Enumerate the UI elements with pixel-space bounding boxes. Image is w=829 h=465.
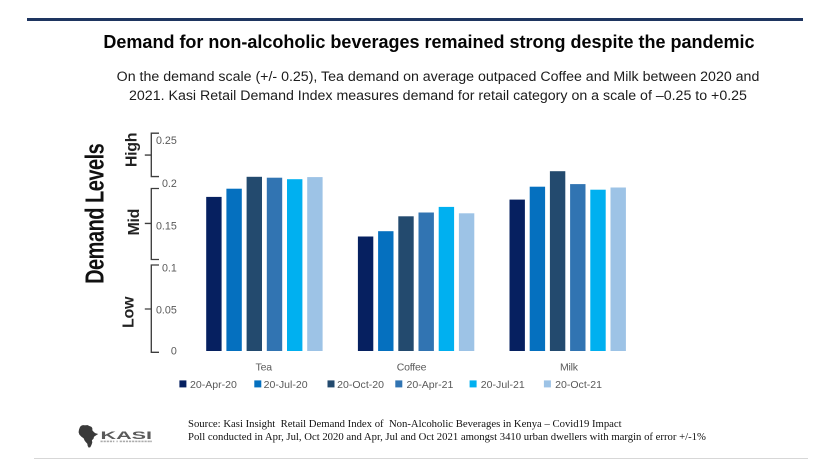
svg-text:Demand Levels: Demand Levels	[80, 144, 109, 284]
svg-text:20-Jul-20: 20-Jul-20	[264, 379, 308, 391]
svg-text:20-Oct-20: 20-Oct-20	[337, 379, 384, 391]
svg-text:0.1: 0.1	[162, 262, 177, 274]
svg-text:20-Jul-21: 20-Jul-21	[481, 379, 525, 391]
svg-text:20-Apr-20: 20-Apr-20	[190, 379, 237, 391]
svg-text:0.2: 0.2	[162, 178, 177, 190]
svg-text:0.25: 0.25	[156, 135, 177, 147]
svg-text:20-Oct-21: 20-Oct-21	[555, 379, 602, 391]
svg-text:KASI: KASI	[101, 430, 153, 442]
svg-text:Milk: Milk	[560, 362, 579, 374]
svg-text:20-Apr-21: 20-Apr-21	[407, 379, 454, 391]
svg-text:Low: Low	[121, 296, 138, 328]
svg-text:Tea: Tea	[256, 362, 273, 374]
svg-text:0: 0	[171, 346, 177, 358]
svg-text:Coffee: Coffee	[397, 362, 427, 374]
svg-text:0.05: 0.05	[156, 304, 177, 316]
svg-text:Mid: Mid	[126, 209, 143, 236]
svg-text:High: High	[124, 133, 141, 167]
svg-text:0.15: 0.15	[156, 220, 177, 232]
